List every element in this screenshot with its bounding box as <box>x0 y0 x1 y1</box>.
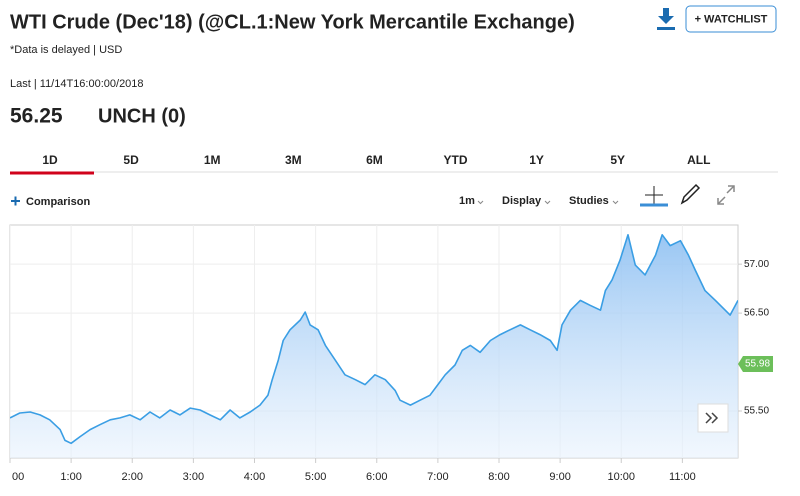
x-tick-label: 9:00 <box>549 471 570 483</box>
y-tick-label: 57.00 <box>744 259 769 270</box>
comparison[interactable]: Comparison <box>26 196 90 208</box>
delay-note: *Data is delayed | USD <box>10 44 122 56</box>
x-tick-label: 10:00 <box>607 471 635 483</box>
chevron <box>544 200 551 205</box>
chevron <box>477 200 484 205</box>
x-tick-label: 1:00 <box>60 471 81 483</box>
tab[interactable]: 1M <box>204 153 221 167</box>
tab[interactable]: YTD <box>444 153 468 167</box>
x-tick-label: 4:00 <box>244 471 265 483</box>
watchlist-label[interactable]: + WATCHLIST <box>695 13 768 25</box>
x-tick-label: 6:00 <box>366 471 387 483</box>
tab[interactable]: 6M <box>366 153 383 167</box>
draw-tool[interactable] <box>640 186 668 207</box>
studies[interactable]: Studies <box>569 195 609 207</box>
comparison-plus[interactable] <box>11 196 20 206</box>
x-tick-label: 5:00 <box>305 471 326 483</box>
x-tick-label: 3:00 <box>183 471 204 483</box>
x-tick-label: 2:00 <box>122 471 143 483</box>
plot-area <box>10 225 738 458</box>
y-tick-label: 55.50 <box>744 406 769 417</box>
last-price-label: 55.98 <box>745 359 770 370</box>
tab[interactable]: 1D <box>42 153 58 167</box>
tab[interactable]: 5Y <box>610 153 625 167</box>
x-tick-label: 8:00 <box>488 471 509 483</box>
y-tick-label: 56.50 <box>744 308 769 319</box>
tab[interactable]: 1Y <box>529 153 544 167</box>
last-time: Last | 11/14T16:00:00/2018 <box>10 78 144 90</box>
scroll-arrows[interactable] <box>705 412 719 424</box>
tab[interactable]: 5D <box>123 153 139 167</box>
change: UNCH (0) <box>98 105 186 127</box>
watchlist-button[interactable] <box>685 5 777 33</box>
interval[interactable]: 1m <box>459 195 475 207</box>
x-tick-label: 7:00 <box>427 471 448 483</box>
tab[interactable]: 3M <box>285 153 302 167</box>
x-tick-label: 00 <box>12 471 24 483</box>
tab[interactable]: ALL <box>687 153 710 167</box>
title: WTI Crude (Dec'18) (@CL.1:New York Merca… <box>10 11 575 33</box>
price: 56.25 <box>10 105 63 128</box>
area-fill <box>10 234 738 458</box>
last-price-tag <box>738 356 773 373</box>
x-tick-label: 11:00 <box>669 471 696 483</box>
scroll-button[interactable] <box>697 403 729 433</box>
chevron <box>612 200 619 205</box>
expand-tool[interactable] <box>717 185 735 205</box>
pencil-tool[interactable] <box>680 183 701 205</box>
display[interactable]: Display <box>502 195 542 207</box>
price-line <box>10 234 738 445</box>
download-icon[interactable] <box>657 8 675 30</box>
